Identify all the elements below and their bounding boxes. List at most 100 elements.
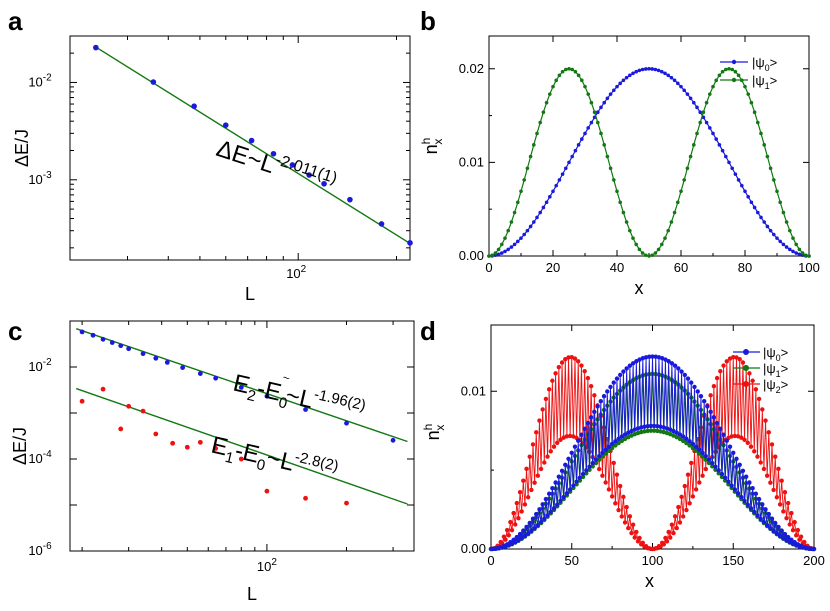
data-point-d-0 [613, 439, 618, 444]
data-point-d-2 [603, 480, 608, 485]
data-point-c-0 [213, 375, 219, 381]
data-point-d-0 [579, 432, 584, 437]
data-point-b-1 [602, 143, 606, 147]
data-point-d-2 [564, 434, 570, 439]
y-tick-label-b: 0.02 [459, 61, 484, 76]
data-point-b-0 [602, 100, 606, 105]
data-point-b-1 [570, 67, 574, 72]
fit-line-a [95, 46, 411, 245]
data-point-b-0 [640, 67, 645, 72]
data-point-d-2 [661, 542, 667, 547]
data-point-b-1 [743, 84, 747, 89]
data-point-b-0 [666, 73, 670, 78]
data-point-b-0 [784, 245, 789, 249]
tick-base: 10 [28, 74, 42, 89]
data-point-b-1 [512, 210, 517, 215]
data-point-d-0 [522, 533, 528, 539]
data-point-b-1 [653, 251, 658, 255]
tick-exp: -4 [43, 449, 52, 460]
y-axis-label-d: nhx [421, 424, 447, 441]
data-point-d-0 [771, 528, 776, 534]
data-point-b-0 [570, 154, 574, 159]
y-tick-label-a: 10-3 [28, 170, 52, 187]
data-point-d-0 [724, 438, 729, 443]
legend-label-d-2: |ψ2> [763, 377, 788, 395]
data-point-d-0 [567, 487, 573, 492]
data-point-d-2 [763, 418, 768, 423]
data-point-d-2 [509, 527, 515, 533]
data-point-d-2 [794, 533, 799, 538]
data-point-b-0 [554, 183, 558, 188]
data-point-d-2 [537, 418, 542, 423]
data-point-b-1 [724, 67, 728, 72]
data-point-b-0 [660, 69, 664, 74]
data-point-b-0 [740, 183, 744, 188]
data-point-b-1 [714, 78, 718, 83]
data-point-b-1 [698, 120, 702, 125]
data-point-b-0 [618, 81, 622, 86]
data-point-d-2 [703, 466, 708, 472]
data-point-d-2 [576, 359, 581, 364]
legend-pre: |ψ [752, 55, 765, 70]
data-point-d-0 [584, 468, 589, 473]
data-point-d-2 [535, 473, 541, 478]
data-point-d-1 [587, 467, 592, 473]
data-point-d-0 [777, 533, 783, 539]
data-point-d-0 [676, 366, 681, 371]
data-point-b-1 [576, 73, 581, 78]
data-point-d-0 [655, 424, 660, 429]
data-point-d-2 [700, 473, 705, 478]
data-point-d-0 [714, 420, 720, 426]
x-axis-label-a: L [245, 284, 255, 304]
data-point-d-2 [513, 522, 518, 527]
data-point-d-0 [543, 496, 549, 502]
data-point-b-0 [736, 178, 741, 182]
data-point-c-0 [126, 346, 132, 352]
annotation-part: -E [254, 375, 283, 407]
data-point-d-0 [784, 538, 789, 543]
data-point-b-0 [608, 92, 613, 96]
series-line-b-0 [488, 68, 810, 257]
data-point-d-2 [689, 460, 694, 466]
data-point-d-2 [795, 527, 801, 533]
data-point-d-2 [777, 502, 783, 507]
data-point-d-2 [718, 369, 723, 374]
data-point-b-1 [807, 254, 811, 258]
legend-marker-d-1 [743, 365, 749, 371]
data-point-d-2 [618, 483, 623, 489]
data-point-d-2 [629, 530, 634, 536]
data-point-d-2 [684, 507, 689, 513]
data-point-d-0 [690, 441, 696, 447]
data-point-d-0 [722, 475, 728, 481]
data-point-d-2 [771, 487, 776, 493]
data-point-d-0 [590, 460, 595, 466]
data-point-d-2 [626, 525, 631, 531]
data-point-b-0 [522, 232, 526, 237]
data-point-d-0 [735, 491, 741, 496]
data-point-b-1 [749, 100, 754, 105]
data-point-d-0 [743, 474, 749, 479]
data-point-d-0 [521, 528, 526, 533]
data-point-d-0 [555, 502, 560, 507]
data-point-b-0 [650, 67, 654, 71]
data-point-d-2 [559, 360, 565, 365]
y-label-sup: h [421, 424, 435, 431]
data-point-b-1 [544, 100, 549, 105]
data-point-b-1 [567, 66, 571, 71]
data-point-d-1 [645, 428, 650, 434]
legend-post: > [781, 377, 789, 392]
x-tick-label-b: 80 [738, 260, 752, 275]
data-point-b-0 [762, 220, 766, 224]
data-point-c-2 [100, 386, 106, 392]
data-point-b-0 [672, 78, 677, 83]
data-point-d-2 [516, 515, 521, 521]
y-label-sup: h [419, 138, 433, 145]
legend-sub: 1 [765, 81, 770, 91]
data-point-b-1 [541, 110, 546, 115]
data-point-b-1 [592, 110, 597, 115]
y-tick-label-c: 10-4 [28, 449, 52, 466]
data-point-b-1 [503, 236, 507, 240]
legend-label-d-1: |ψ1> [763, 361, 788, 379]
y-tick-label-c: 10-6 [28, 541, 52, 558]
series-line-b-1 [488, 68, 810, 257]
